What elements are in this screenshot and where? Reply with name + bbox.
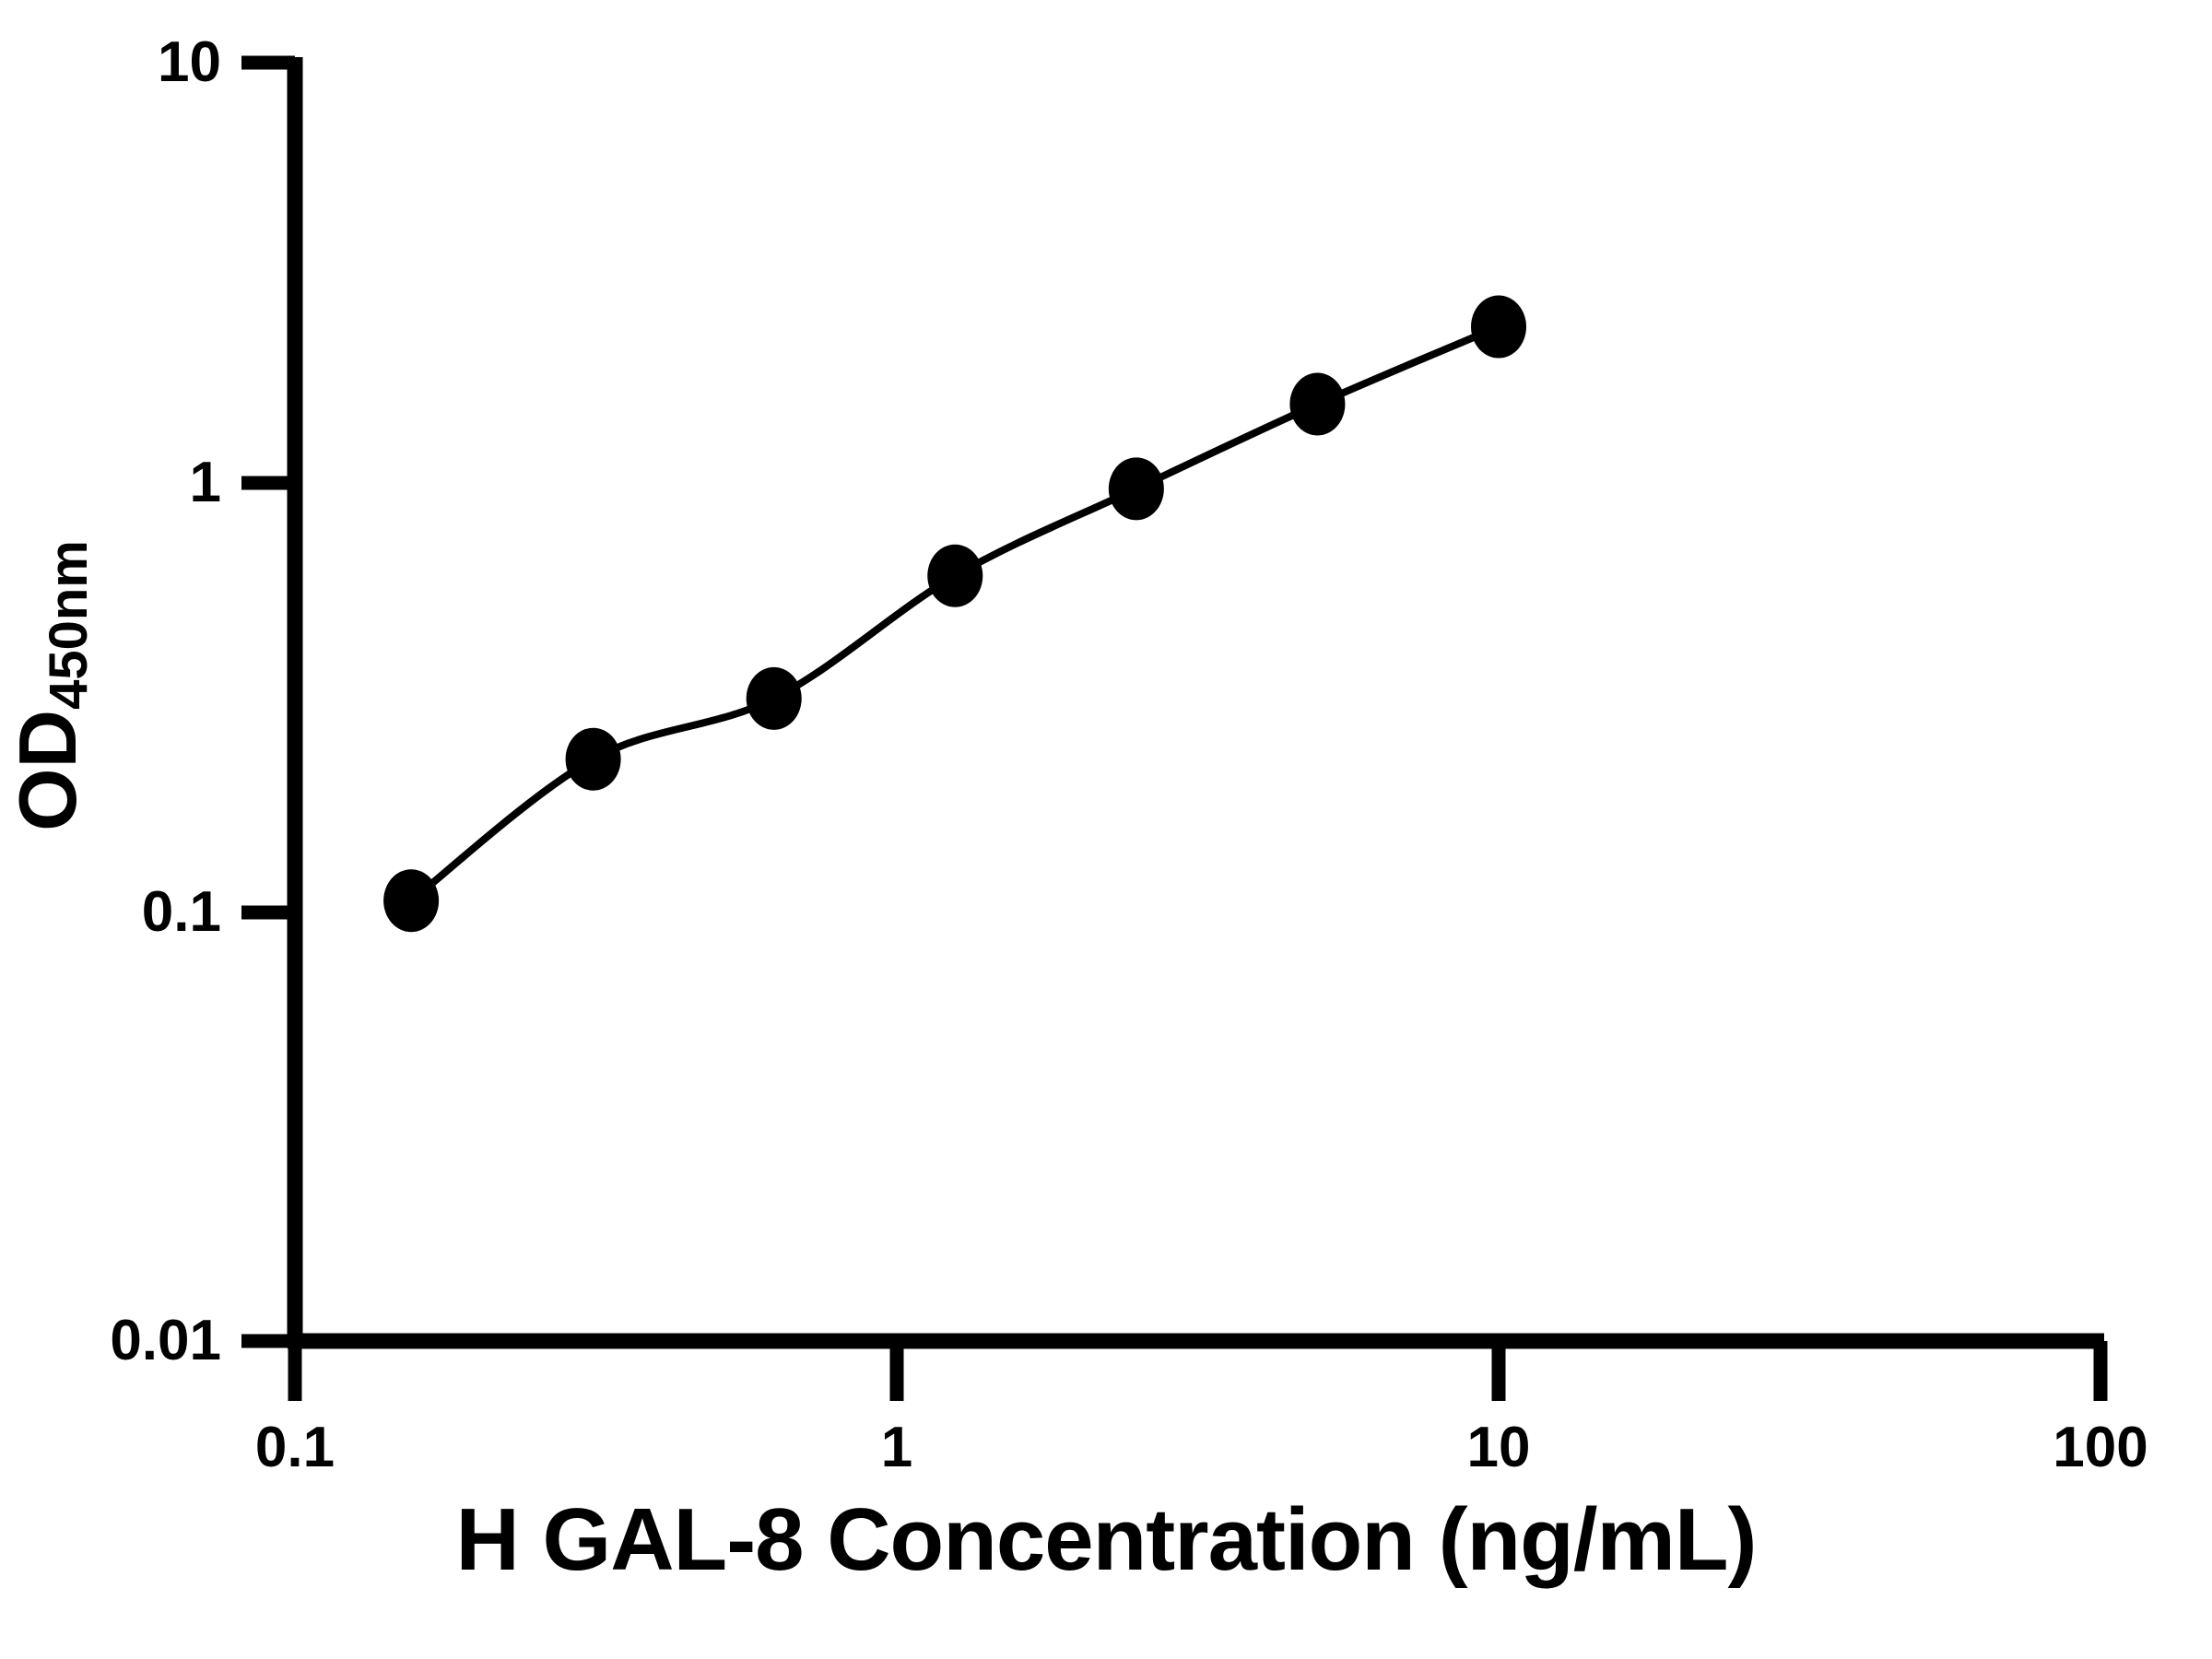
y-tick-label-0-01: 0.01 <box>110 1309 221 1372</box>
y-axis-title-subscript: 450nm <box>39 540 99 710</box>
data-point <box>1289 372 1346 436</box>
data-point <box>1108 457 1164 521</box>
data-series-markers <box>383 295 1526 933</box>
x-tick-label-10: 10 <box>1466 1416 1531 1479</box>
data-point <box>746 666 802 730</box>
x-axis-ticks <box>288 1341 2108 1401</box>
y-tick-label-0-1: 0.1 <box>141 880 221 944</box>
x-tick-label-1: 1 <box>880 1416 913 1479</box>
y-axis-ticks <box>241 55 295 1348</box>
axis-lines <box>287 57 2104 1349</box>
data-point <box>565 727 621 791</box>
x-tick-label-0-1: 0.1 <box>254 1416 335 1479</box>
data-point <box>927 544 983 607</box>
data-point <box>383 869 440 933</box>
x-tick-label-100: 100 <box>2053 1416 2148 1479</box>
y-tick-label-1: 1 <box>189 451 221 514</box>
x-axis-title: H GAL-8 Concentration (ng/mL) <box>455 1490 1758 1589</box>
y-axis-title-main: OD <box>2 709 93 831</box>
y-tick-label-10: 10 <box>158 30 221 94</box>
y-axis-title: OD450nm <box>2 400 99 971</box>
data-point <box>1471 295 1526 359</box>
